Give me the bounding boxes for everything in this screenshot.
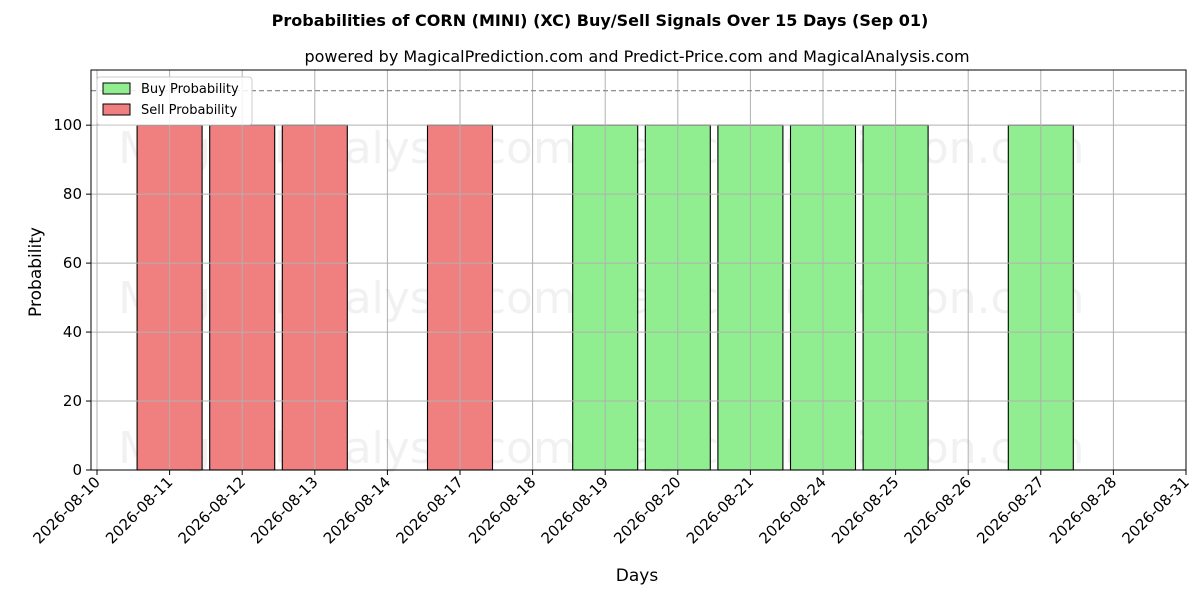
y-tick-label: 40	[63, 323, 82, 341]
legend-swatch	[102, 82, 131, 95]
plot-area: MagicalAnalysis.comMagicalPrediction.com…	[29, 69, 1193, 547]
legend: Buy Probability Sell Probability	[96, 76, 253, 126]
y-tick-label: 60	[63, 254, 82, 272]
x-tick-label: 2026-08-14	[320, 473, 394, 547]
x-tick-label: 2026-08-18	[465, 473, 539, 547]
y-axis-label: Probability	[26, 227, 46, 317]
y-tick-label: 0	[72, 461, 82, 479]
legend-label: Sell Probability	[141, 103, 238, 118]
x-tick-label: 2026-08-13	[247, 473, 321, 547]
x-tick-label: 2026-08-12	[175, 473, 249, 547]
x-tick-label: 2026-08-31	[1118, 473, 1192, 547]
x-tick-label: 2026-08-27	[973, 473, 1047, 547]
x-tick-label: 2026-08-24	[755, 473, 829, 547]
y-tick-label: 80	[63, 185, 82, 203]
x-tick-label: 2026-08-19	[538, 473, 612, 547]
x-tick-label: 2026-08-20	[610, 473, 684, 547]
plot-frame	[90, 69, 1187, 471]
x-tick-label: 2026-08-26	[901, 473, 975, 547]
x-tick-label: 2026-08-21	[683, 473, 757, 547]
x-tick-label: 2026-08-17	[392, 473, 466, 547]
y-tick-label: 100	[53, 116, 82, 134]
chart-subtitle: powered by MagicalPrediction.com and Pre…	[304, 47, 969, 66]
legend-swatch	[102, 103, 131, 116]
legend-label: Buy Probability	[141, 82, 239, 97]
x-tick-label: 2026-08-10	[29, 473, 103, 547]
x-tick-label: 2026-08-25	[828, 473, 902, 547]
x-tick-label: 2026-08-11	[102, 473, 176, 547]
chart-title: Probabilities of CORN (MINI) (XC) Buy/Se…	[272, 11, 929, 30]
legend-box	[96, 76, 253, 126]
x-axis-label: Days	[616, 566, 659, 586]
y-tick-label: 20	[63, 392, 82, 410]
x-tick-label: 2026-08-28	[1046, 473, 1120, 547]
